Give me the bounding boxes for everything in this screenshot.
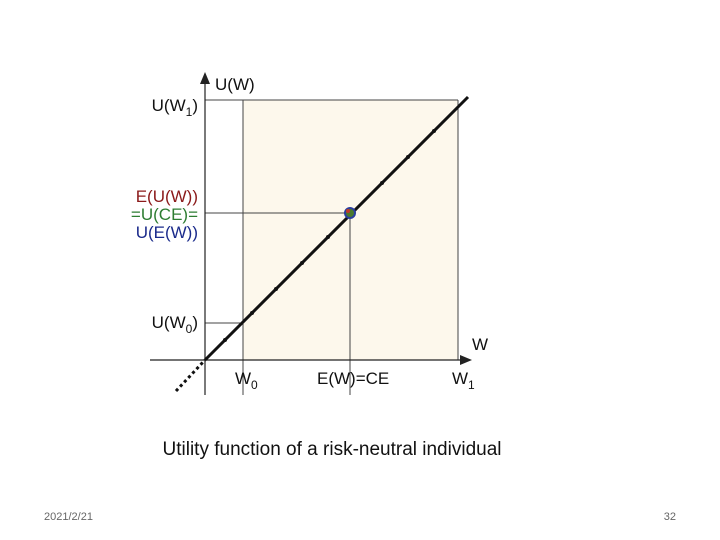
- label-part: ): [192, 313, 198, 332]
- y-label: =U(CE)=: [131, 205, 198, 224]
- y-label: U(W0): [152, 313, 198, 336]
- caption: Utility function of a risk-neutral indiv…: [163, 439, 502, 460]
- ce-point: [344, 207, 356, 219]
- x-label: W1: [452, 369, 475, 392]
- utility-line-extension: [174, 358, 207, 393]
- guide-lines: [205, 99, 459, 395]
- x-label: W0: [235, 369, 258, 392]
- label-sub: 0: [251, 378, 258, 392]
- footer-page: 32: [664, 511, 676, 523]
- x-axis-label: W: [472, 335, 488, 354]
- y-axis-label: U(W): [215, 75, 255, 94]
- y-label: U(E(W)): [136, 223, 198, 242]
- label-part: ): [192, 96, 198, 115]
- label-sub: 1: [186, 105, 193, 119]
- y-arrow: [200, 72, 210, 84]
- label-sub: 0: [186, 322, 193, 336]
- footer-date: 2021/2/21: [44, 511, 93, 523]
- ce-point-inner: [346, 209, 350, 213]
- y-label: E(U(W)): [136, 187, 198, 206]
- x-arrow: [460, 355, 472, 365]
- label-part: W: [452, 369, 468, 388]
- utility-line: [203, 95, 470, 362]
- label-part: W: [235, 369, 251, 388]
- label-part: U(W: [152, 313, 186, 332]
- label-sub: 1: [468, 378, 475, 392]
- y-label: U(W1): [152, 96, 198, 119]
- x-label: E(W)=CE: [317, 369, 389, 388]
- label-part: U(W: [152, 96, 186, 115]
- line-ticks: [223, 129, 436, 342]
- axes: [150, 82, 462, 395]
